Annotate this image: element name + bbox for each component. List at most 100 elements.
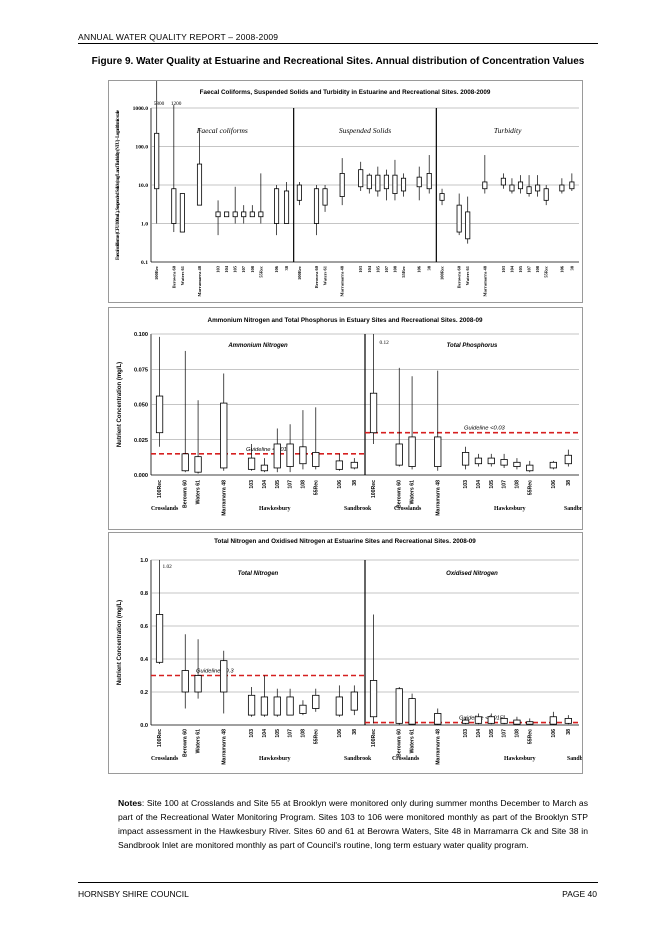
box-iqr [482,181,488,190]
category-label: 105 [489,480,495,489]
section-label: Total Nitrogen [238,571,279,577]
box-iqr [474,716,483,724]
site-group-label: Crosslands [151,506,179,512]
box-iqr [500,459,508,466]
box-iqr [296,184,302,201]
section-label: Total Phosphorus [447,343,498,349]
box-iqr [559,184,565,192]
box-iqr [155,395,164,434]
box-iqr [392,174,398,194]
section-label: Faecal coliforms [196,126,248,135]
category-label: 105 [233,265,238,273]
box-iqr [416,176,422,188]
category-label: 104 [262,480,268,489]
box-iqr [564,717,572,724]
box-iqr [247,457,256,470]
box-iqr [526,721,534,725]
site-group-label: Sandbrook [344,756,372,762]
category-label: 103 [249,729,255,738]
box-iqr [569,181,575,190]
box-iqr [232,211,238,218]
box-iqr [286,443,294,467]
category-label: 104 [476,480,482,489]
box-iqr [465,211,471,240]
category-label: 108 [514,729,520,738]
box-iqr [434,713,442,725]
box-iqr [369,680,378,718]
box-iqr [487,716,495,724]
category-label: Berowra 60 [397,480,403,508]
y-tick-label: 1.0 [140,558,148,564]
category-label: 105 [275,480,281,489]
box-iqr [286,696,294,716]
site-group-label: Crosslands [392,756,420,762]
category-label: Waters 61 [410,480,416,504]
category-label: 107 [241,265,246,273]
box-iqr [181,453,189,472]
y-tick-label: 0.6 [140,624,148,630]
box-iqr [179,193,185,233]
offscale-value-label: 1200 [171,101,182,107]
y-tick-label: 0.0 [140,723,148,729]
category-label: 108 [300,729,306,738]
category-label: 100Rec [297,266,302,280]
category-label: 107 [527,265,532,273]
site-group-label: Crosslands [151,756,179,762]
category-label: 108 [514,480,520,489]
box-iqr [196,163,203,206]
category-label: Berowra 60 [183,729,189,757]
chart-panel-ammonium-phosphorus: Ammonium Nitrogen and Total Phosphorus i… [108,307,583,530]
category-label: 105 [375,265,380,273]
box-iqr [408,698,416,725]
category-label: Marramarra 48 [482,265,487,296]
section-label: Suspended Solids [339,126,391,135]
category-label: Marramarra 48 [435,480,441,516]
category-label: 38 [352,729,358,735]
box-iqr [247,694,256,716]
footer-page: PAGE 40 [562,889,597,899]
box-iqr [456,204,462,233]
y-tick-label: 0.075 [134,367,148,373]
box-iqr [154,132,160,190]
category-label: 105 [518,265,523,273]
category-label: Berowra 60 [171,265,176,288]
y-tick-label: 0.8 [140,591,148,597]
chart-panel-nitrogen: Total Nitrogen and Oxidised Nitrogen at … [108,532,583,774]
box-iqr [313,188,320,224]
box-iqr [260,464,269,472]
box-iqr [241,211,247,218]
y-tick-label: 0.1 [141,260,148,266]
chart-faecal-solids-turbidity: Faecal Coliforms, Suspended Solids and T… [116,81,579,297]
category-label: 107 [502,480,508,489]
box-iqr [224,211,230,218]
box-iqr [549,461,557,469]
category-label: 55Rec [527,729,533,744]
category-label: 106 [337,480,343,489]
box-iqr [312,694,320,709]
category-label: 100Rec [440,266,445,280]
box-iqr [260,696,269,716]
site-group-label: Hawkesbury [494,506,526,512]
category-label: 103 [501,265,506,273]
category-label: 38 [352,480,358,486]
category-label: 55Rec [544,266,549,278]
y-axis-label: Nutrient Concentration (mg/L) [117,362,123,447]
box-iqr [395,443,403,466]
box-iqr [299,446,307,465]
offscale-value-label: 0.12 [380,340,390,346]
category-label: 55Rec [401,266,406,278]
y-tick-label: 10.0 [138,183,148,189]
chart-panel-faecal: Faecal Coliforms, Suspended Solids and T… [108,80,583,303]
box-iqr [339,173,345,197]
box-iqr [335,460,343,470]
category-label: 38 [569,265,574,270]
category-label: Berowra 60 [314,265,319,288]
category-label: Berowra 60 [183,480,189,508]
y-axis-label: Faecal coliforms (CFU/100mL), Suspended … [116,110,121,260]
box-iqr [474,457,483,465]
category-label: Waters 61 [196,729,202,753]
site-group-label: Hawkesbury [259,756,291,762]
offscale-value-label: 5800 [154,101,165,107]
category-label: Waters 61 [410,729,416,753]
footer-page-number: 40 [587,889,597,899]
